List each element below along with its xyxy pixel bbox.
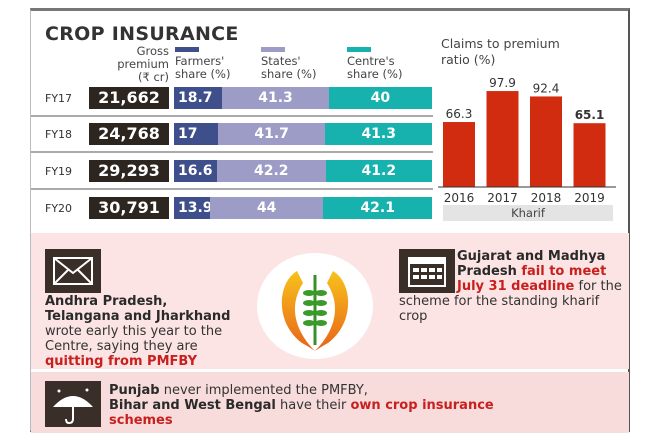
gross-premium-value: 21,662 [89, 87, 169, 109]
note-right-bold: Gujarat and Madhya Pradesh [457, 249, 606, 279]
note-bottom-bold: Bihar and West Bengal [109, 398, 276, 413]
bar-2018 [530, 96, 562, 187]
states-header-line: share (%) [261, 67, 317, 81]
note-left: Andhra Pradesh, Telangana and Jharkhand … [45, 249, 245, 369]
states-share-segment: 44 [209, 197, 324, 219]
farmers-header: Farmers' share (%) [175, 47, 230, 81]
gross-header-line: premium [117, 57, 169, 71]
farmers-header-line: share (%) [175, 67, 231, 81]
title: CROP INSURANCE [45, 23, 239, 45]
row-divider [31, 115, 433, 117]
gross-header-line: (₹ cr) [138, 70, 169, 84]
states-share-segment: 41.3 [222, 87, 329, 109]
x-tick-label: 2016 [444, 191, 475, 205]
centre-share-segment: 42.1 [323, 197, 432, 219]
umbrella-icon [45, 381, 101, 427]
gross-premium-value: 30,791 [89, 197, 169, 219]
farmers-share-segment: 13.9 [174, 197, 213, 219]
gross-header: Gross premium (₹ cr) [93, 45, 169, 84]
gross-premium-value: 24,768 [89, 123, 169, 145]
pmfby-logo [257, 253, 373, 359]
farmers-share-segment: 16.6 [174, 160, 217, 182]
data-label: 92.4 [533, 81, 560, 95]
bottom-note-panel [31, 372, 629, 433]
centre-header-line: Centre's [347, 54, 395, 68]
states-share-segment: 42.2 [216, 160, 326, 182]
calendar-icon [399, 249, 455, 293]
kharif-band [443, 205, 613, 221]
fy-label: FY17 [45, 92, 73, 105]
bar-2017 [486, 91, 519, 187]
centre-share-segment: 41.2 [325, 160, 432, 182]
x-tick-label: 2017 [487, 191, 518, 205]
gross-header-line: Gross [136, 44, 169, 58]
row-divider [31, 188, 433, 190]
states-header: States' share (%) [261, 47, 316, 81]
centre-header-line: share (%) [347, 67, 403, 81]
farmers-header-line: Farmers' [175, 54, 225, 68]
note-bottom-text: have their [275, 398, 351, 413]
centre-share-segment: 40 [328, 87, 432, 109]
share-bar: 13.9 44 42.1 [174, 197, 432, 219]
note-right: Gujarat and Madhya Pradesh fail to meet … [399, 249, 625, 324]
states-header-line: States' [261, 54, 301, 68]
note-right-highlight: fail to meet July 31 deadline [457, 264, 607, 294]
bar-2016 [443, 122, 475, 187]
crop-insurance-infographic: CROP INSURANCE Gross premium (₹ cr) Farmer… [30, 8, 630, 433]
table-row: FY18 24,768 17 41.7 41.3 [31, 123, 433, 145]
centre-share-segment: 41.3 [325, 123, 432, 145]
share-bar: 18.7 41.3 40 [174, 87, 432, 109]
fy-label: FY18 [45, 128, 73, 141]
states-share-segment: 41.7 [217, 123, 326, 145]
data-label: 66.3 [446, 107, 473, 121]
chart-title: ratio (%) [441, 52, 495, 67]
row-divider [31, 151, 433, 153]
share-bar: 16.6 42.2 41.2 [174, 160, 432, 182]
x-tick-label: 2018 [531, 191, 562, 205]
table-row: FY20 30,791 13.9 44 42.1 [31, 197, 433, 219]
x-tick-label: 2019 [574, 191, 605, 205]
share-bar: 17 41.7 41.3 [174, 123, 432, 145]
farmers-swatch [175, 47, 199, 52]
data-label: 65.1 [575, 108, 605, 122]
table-row: FY17 21,662 18.7 41.3 40 [31, 87, 433, 109]
centre-swatch [347, 47, 371, 52]
note-left-bold: Andhra Pradesh, Telangana and Jharkhand [45, 294, 231, 324]
fy-label: FY20 [45, 202, 73, 215]
bar-2019 [573, 123, 606, 187]
states-swatch [261, 47, 285, 52]
note-bottom-bold: Punjab [109, 383, 160, 398]
note-bottom-highlight: own crop insurance schemes [109, 398, 494, 428]
note-left-highlight: quitting from PMFBY [45, 354, 198, 369]
x-axis-label: Kharif [511, 206, 546, 220]
note-right-text: for the scheme for the standing kharif c… [399, 279, 622, 324]
farmers-share-segment: 17 [174, 123, 218, 145]
fy-label: FY19 [45, 165, 73, 178]
envelope-icon [45, 249, 101, 293]
note-bottom: Punjab never implemented the PMFBY, Biha… [109, 383, 509, 428]
chart-title: Claims to premium [441, 36, 560, 51]
centre-header: Centre's share (%) [347, 47, 402, 81]
gross-premium-value: 29,293 [89, 160, 169, 182]
table-row: FY19 29,293 16.6 42.2 41.2 [31, 160, 433, 182]
note-bottom-text: never implemented the PMFBY, [159, 383, 368, 398]
data-label: 97.9 [489, 76, 516, 90]
farmers-share-segment: 18.7 [174, 87, 223, 109]
note-left-text: wrote early this year to the Centre, say… [45, 324, 223, 354]
